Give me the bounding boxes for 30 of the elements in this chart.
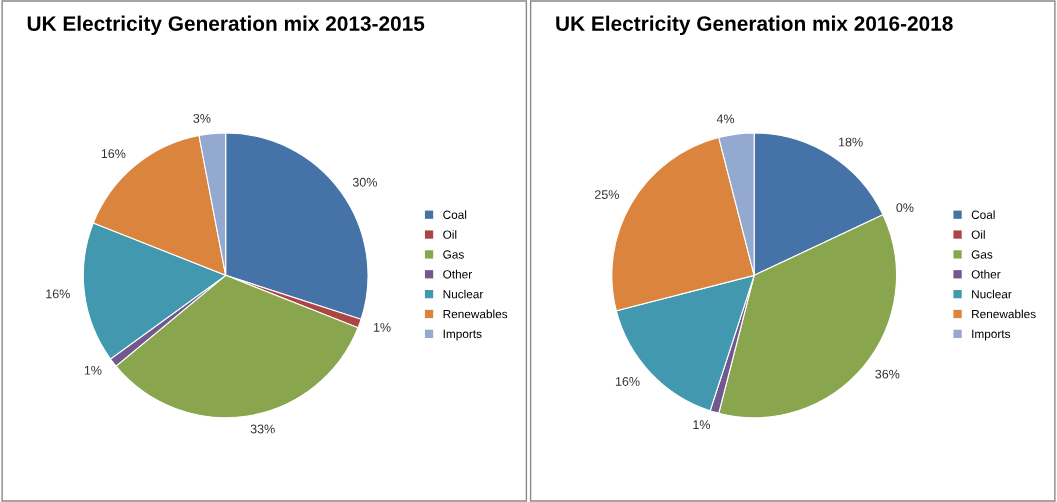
legend-label: Imports — [972, 329, 1011, 341]
legend-label: Nuclear — [972, 289, 1012, 299]
legend-label: Imports — [443, 329, 482, 341]
legend-label: Coal — [971, 210, 995, 219]
chart-title: UK Electricity Generation mix 2013-2015 — [27, 15, 425, 36]
data-label: 3% — [193, 113, 211, 123]
data-label: 16% — [101, 149, 126, 159]
data-label: 1% — [693, 420, 711, 430]
data-label: 25% — [594, 190, 619, 199]
data-label: 1% — [84, 365, 102, 375]
legend-label: Other — [971, 269, 1001, 279]
chart-title: UK Electricity Generation mix 2016-2018 — [556, 15, 953, 36]
legend-label: Oil — [971, 230, 985, 239]
legend-label: Renewables — [972, 309, 1036, 319]
data-label: 30% — [352, 177, 377, 187]
legend-label: Other — [443, 269, 472, 279]
legend-label: Renewables — [443, 309, 508, 319]
legend-label: Coal — [443, 210, 467, 219]
data-label: 36% — [875, 369, 900, 379]
legend-label: Gas — [971, 250, 993, 259]
data-label: 18% — [839, 137, 863, 147]
data-label: 16% — [615, 377, 640, 386]
legend-label: Oil — [443, 230, 457, 239]
legend-label: Nuclear — [443, 289, 484, 299]
legend-label: Gas — [443, 250, 464, 259]
data-label: 4% — [716, 114, 735, 124]
data-label: 33% — [250, 424, 275, 434]
data-label: 16% — [46, 289, 70, 299]
data-label: 1% — [373, 322, 391, 332]
text: 0% — [896, 203, 914, 213]
